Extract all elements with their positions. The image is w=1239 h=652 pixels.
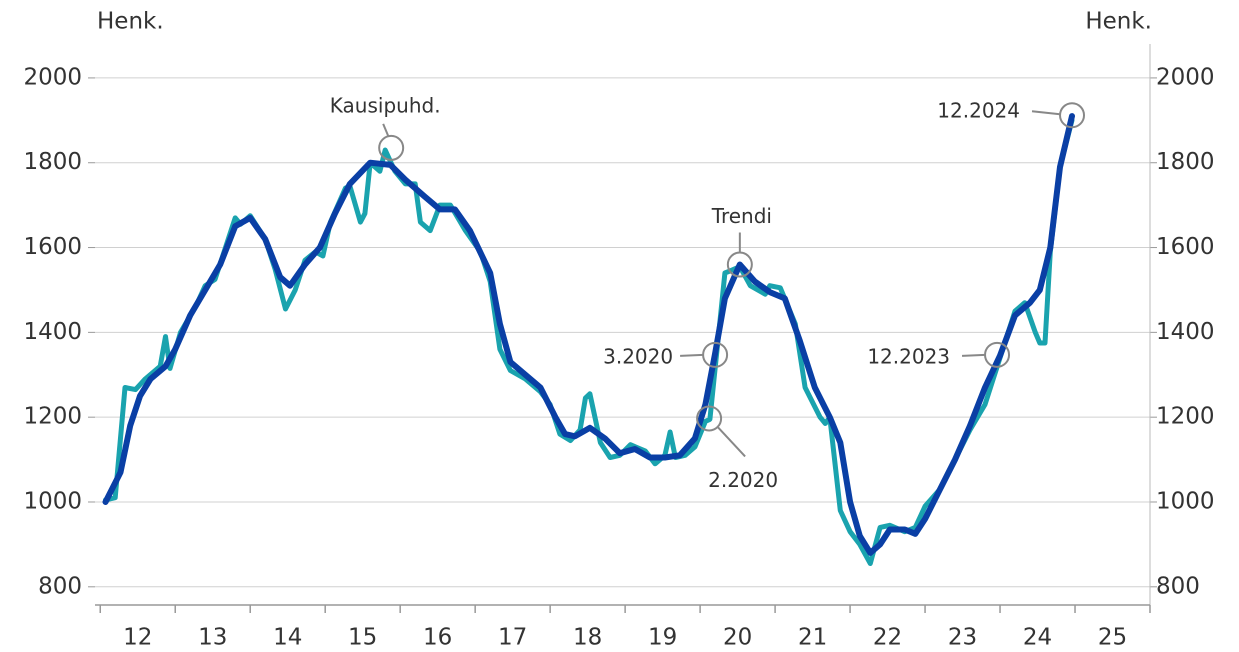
- annotation-marker: [726, 251, 753, 278]
- y2-tick-label: 1800: [1156, 149, 1215, 175]
- x-tick-label: 21: [798, 625, 827, 651]
- annotation-label: 3.2020: [603, 344, 673, 368]
- y2-tick-label: 1400: [1156, 319, 1215, 345]
- y-tick-label: 1000: [23, 488, 82, 514]
- x-tick-label: 25: [1098, 625, 1127, 651]
- x-tick-label: 20: [723, 625, 752, 651]
- x-tick-label: 22: [873, 625, 902, 651]
- y-tick-label: 1400: [23, 319, 82, 345]
- series-line: [103, 117, 1075, 566]
- annotation-leader: [1031, 110, 1061, 116]
- y2-tick-label: 1200: [1156, 404, 1215, 430]
- x-tick-label: 23: [948, 625, 977, 651]
- y2-tick-label: 1600: [1156, 234, 1215, 260]
- x-tick-label: 17: [498, 625, 527, 651]
- y-tick-label: 800: [38, 573, 82, 599]
- annotation-leader: [680, 353, 704, 357]
- y2-tick-label: 800: [1156, 573, 1200, 599]
- y-tick-label: 2000: [23, 64, 82, 90]
- y-tick-label: 1800: [23, 149, 82, 175]
- x-tick-label: 18: [573, 625, 602, 651]
- annotation-marker: [1059, 102, 1086, 129]
- y-axis-label: Henk.: [97, 9, 164, 35]
- annotation-leader: [717, 426, 746, 458]
- x-tick-label: 12: [123, 625, 152, 651]
- annotation-label: Trendi: [711, 204, 772, 228]
- x-tick-label: 13: [198, 625, 227, 651]
- annotation-leader: [961, 353, 986, 357]
- y2-axis-label: Henk.: [1085, 9, 1152, 35]
- y-tick-label: 1200: [23, 404, 82, 430]
- annotation-label: 12.2024: [937, 99, 1020, 123]
- annotation-leader: [382, 123, 390, 137]
- x-tick-label: 14: [273, 625, 302, 651]
- annotation-label: Kausipuhd.: [330, 93, 441, 117]
- x-tick-label: 19: [648, 625, 677, 651]
- annotation-label: 2.2020: [708, 468, 778, 492]
- x-tick-label: 16: [423, 625, 452, 651]
- y-tick-label: 1600: [23, 234, 82, 260]
- y2-tick-label: 1000: [1156, 488, 1215, 514]
- x-tick-label: 15: [348, 625, 377, 651]
- annotation-label: 12.2023: [867, 344, 950, 368]
- series-line: [102, 113, 1075, 556]
- x-tick-label: 24: [1023, 625, 1052, 651]
- annotation-marker: [378, 134, 405, 161]
- y2-tick-label: 2000: [1156, 64, 1215, 90]
- annotation-marker: [696, 405, 723, 432]
